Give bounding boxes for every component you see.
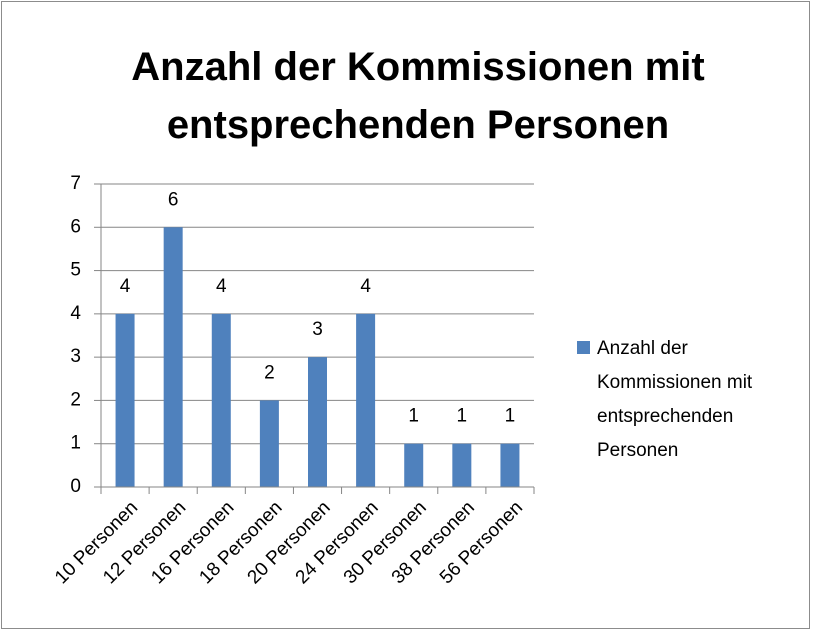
bar <box>356 313 376 487</box>
legend-label: Anzahl der Kommissionen mit entsprechend… <box>597 338 753 461</box>
y-tick-label: 1 <box>70 433 81 454</box>
legend-key <box>577 341 590 354</box>
data-label: 1 <box>408 406 419 427</box>
bar <box>115 313 135 487</box>
y-tick-label: 4 <box>70 303 81 324</box>
y-tick-label: 6 <box>70 216 81 237</box>
y-tick-label: 5 <box>70 260 81 281</box>
data-label: 4 <box>120 276 131 297</box>
data-label: 2 <box>264 362 275 383</box>
y-tick-label: 3 <box>70 346 81 367</box>
bar <box>211 313 231 487</box>
bar <box>163 227 183 488</box>
data-label: 4 <box>216 276 227 297</box>
chart-title: Anzahl der Kommissionen mit entsprechend… <box>131 45 705 147</box>
data-label: 4 <box>360 276 371 297</box>
legend: Anzahl der Kommissionen mit entsprechend… <box>577 332 777 468</box>
x-tick-label: 10 Personen <box>51 497 142 588</box>
bar <box>500 443 520 487</box>
bar <box>404 443 424 487</box>
data-label: 3 <box>312 319 323 340</box>
data-label: 1 <box>457 406 468 427</box>
data-label: 6 <box>168 189 179 210</box>
y-tick-label: 2 <box>70 389 81 410</box>
y-tick-label: 7 <box>70 173 81 194</box>
data-label: 1 <box>505 406 516 427</box>
bar <box>452 443 472 487</box>
y-tick-label: 0 <box>70 476 81 497</box>
bar <box>259 400 279 487</box>
bar <box>308 357 327 487</box>
